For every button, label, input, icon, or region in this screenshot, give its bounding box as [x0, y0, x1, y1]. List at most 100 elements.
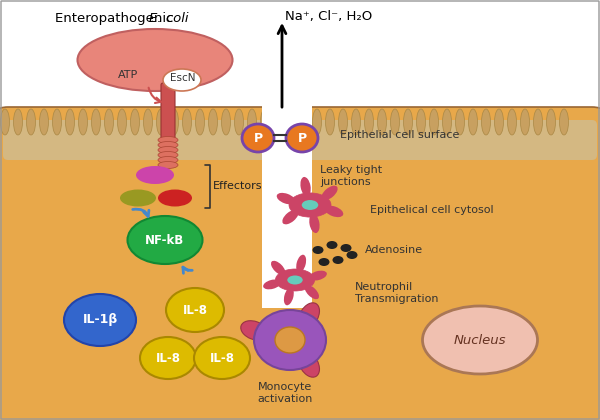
Ellipse shape: [65, 109, 74, 135]
Ellipse shape: [131, 109, 139, 135]
Ellipse shape: [326, 241, 337, 249]
Ellipse shape: [260, 109, 269, 135]
Ellipse shape: [158, 157, 178, 163]
Ellipse shape: [158, 136, 178, 144]
Ellipse shape: [494, 109, 503, 135]
Ellipse shape: [128, 216, 203, 264]
Ellipse shape: [521, 109, 530, 135]
Ellipse shape: [391, 109, 400, 135]
Ellipse shape: [416, 109, 425, 135]
Ellipse shape: [182, 109, 191, 135]
Text: Nucleus: Nucleus: [454, 333, 506, 346]
Ellipse shape: [118, 109, 127, 135]
Ellipse shape: [194, 337, 250, 379]
Ellipse shape: [286, 124, 318, 152]
Ellipse shape: [196, 109, 205, 135]
Ellipse shape: [365, 109, 373, 135]
Ellipse shape: [241, 321, 268, 340]
Ellipse shape: [299, 351, 319, 377]
Ellipse shape: [79, 109, 88, 135]
Ellipse shape: [275, 269, 314, 291]
Text: Neutrophil
Transmigration: Neutrophil Transmigration: [355, 282, 439, 304]
Ellipse shape: [158, 152, 178, 158]
Ellipse shape: [377, 109, 386, 135]
Ellipse shape: [242, 124, 274, 152]
Text: E. coli: E. coli: [149, 12, 188, 25]
Ellipse shape: [341, 244, 352, 252]
Text: EscN: EscN: [170, 73, 196, 83]
Ellipse shape: [313, 109, 322, 135]
Text: NF-kB: NF-kB: [145, 234, 185, 247]
Ellipse shape: [325, 206, 343, 217]
Ellipse shape: [482, 109, 491, 135]
Ellipse shape: [469, 109, 478, 135]
Ellipse shape: [287, 109, 296, 135]
Text: P: P: [298, 131, 307, 144]
Ellipse shape: [53, 109, 62, 135]
Ellipse shape: [284, 288, 294, 305]
Ellipse shape: [443, 109, 452, 135]
Ellipse shape: [158, 162, 178, 168]
Ellipse shape: [332, 256, 343, 264]
Ellipse shape: [235, 109, 244, 135]
Ellipse shape: [302, 200, 318, 210]
Ellipse shape: [404, 109, 413, 135]
Ellipse shape: [352, 109, 361, 135]
Bar: [262, 148, 312, 308]
Ellipse shape: [547, 109, 556, 135]
Ellipse shape: [158, 147, 178, 153]
Ellipse shape: [309, 270, 327, 281]
Ellipse shape: [64, 294, 136, 346]
Ellipse shape: [299, 303, 319, 329]
Text: IL-1β: IL-1β: [82, 313, 118, 326]
Ellipse shape: [209, 109, 218, 135]
Ellipse shape: [533, 109, 542, 135]
Ellipse shape: [40, 109, 49, 135]
Ellipse shape: [91, 109, 101, 135]
Ellipse shape: [560, 109, 569, 135]
Ellipse shape: [136, 166, 174, 184]
Ellipse shape: [283, 210, 299, 224]
Ellipse shape: [455, 109, 464, 135]
Ellipse shape: [221, 109, 230, 135]
Ellipse shape: [254, 310, 326, 370]
Ellipse shape: [305, 285, 319, 299]
Text: Epithelial cell surface: Epithelial cell surface: [340, 130, 460, 140]
Ellipse shape: [166, 288, 224, 332]
Text: IL-8: IL-8: [209, 352, 235, 365]
Ellipse shape: [296, 255, 306, 273]
Text: IL-8: IL-8: [182, 304, 208, 317]
FancyBboxPatch shape: [0, 107, 600, 420]
FancyBboxPatch shape: [161, 83, 175, 147]
Ellipse shape: [158, 142, 178, 149]
Ellipse shape: [322, 186, 338, 200]
Ellipse shape: [157, 109, 166, 135]
FancyBboxPatch shape: [3, 120, 597, 160]
Bar: [262, 100, 312, 150]
Ellipse shape: [422, 306, 538, 374]
Ellipse shape: [143, 109, 152, 135]
Text: Na⁺, Cl⁻, H₂O: Na⁺, Cl⁻, H₂O: [285, 10, 372, 23]
Ellipse shape: [274, 109, 283, 135]
Ellipse shape: [104, 109, 113, 135]
Ellipse shape: [319, 258, 329, 266]
Ellipse shape: [289, 193, 331, 217]
Ellipse shape: [14, 109, 23, 135]
Text: Adenosine: Adenosine: [365, 245, 423, 255]
Ellipse shape: [325, 109, 335, 135]
Ellipse shape: [287, 276, 303, 284]
Text: P: P: [253, 131, 263, 144]
Ellipse shape: [347, 251, 358, 259]
Ellipse shape: [158, 189, 192, 207]
Text: Effectors: Effectors: [213, 181, 263, 191]
Ellipse shape: [26, 109, 35, 135]
Ellipse shape: [120, 189, 156, 207]
Text: Leaky tight
junctions: Leaky tight junctions: [320, 165, 382, 186]
Text: ATP: ATP: [118, 70, 138, 80]
Ellipse shape: [263, 279, 281, 289]
Ellipse shape: [277, 193, 295, 204]
Ellipse shape: [248, 109, 257, 135]
Ellipse shape: [313, 246, 323, 254]
Ellipse shape: [430, 109, 439, 135]
Ellipse shape: [163, 69, 201, 91]
